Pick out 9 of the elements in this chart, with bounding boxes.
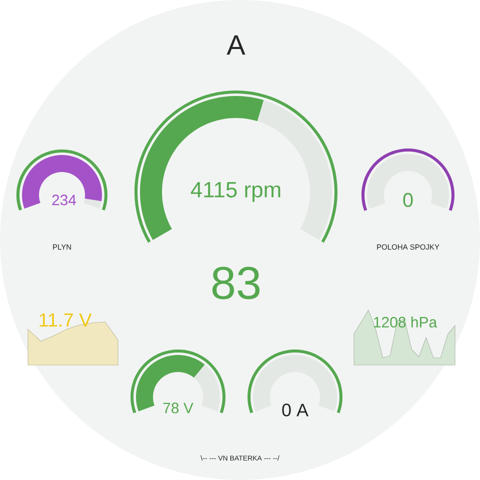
annotation: 11.7 V (40, 313, 92, 327)
text: 0 A (282, 404, 308, 416)
text: 78 V (163, 402, 194, 414)
annotation: 1208 hPa (374, 316, 438, 328)
text: 83 (212, 266, 260, 300)
text: 4115 rpm (190, 182, 280, 202)
text: 234 (52, 194, 76, 206)
text: 0 (403, 192, 413, 208)
chart-title: A (226, 35, 246, 55)
